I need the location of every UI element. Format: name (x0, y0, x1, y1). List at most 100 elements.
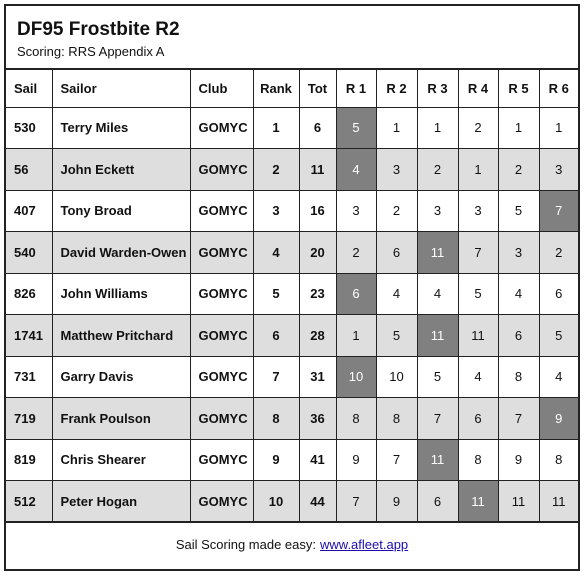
club-cell: GOMYC (189, 106, 254, 149)
race-score: 6 (497, 314, 540, 357)
rank-cell: 2 (252, 148, 300, 191)
sailor-cell: Terry Miles (51, 106, 191, 149)
table-header-row: Sail Sailor Club Rank Tot R 1 R 2 R 3 R … (6, 70, 578, 108)
sail-cell: 407 (6, 189, 53, 232)
race-score: 7 (416, 397, 459, 440)
race-score: 2 (416, 148, 459, 191)
rank-cell: 1 (252, 106, 300, 149)
race-score: 7 (457, 231, 499, 274)
race-score: 9 (497, 438, 540, 481)
column-header-sail: Sail (6, 70, 53, 108)
total-cell: 11 (298, 148, 337, 191)
sailor-cell: Chris Shearer (51, 438, 191, 481)
sail-cell: 540 (6, 231, 53, 274)
total-cell: 31 (298, 355, 337, 398)
sail-cell: 1741 (6, 314, 53, 357)
race-score: 2 (497, 148, 540, 191)
sail-cell: 512 (6, 480, 53, 523)
race-score: 11 (457, 314, 499, 357)
club-cell: GOMYC (189, 189, 254, 232)
race-score: 3 (457, 189, 499, 232)
race-score: 5 (457, 272, 499, 315)
column-header-sailor: Sailor (51, 70, 191, 108)
race-score: 3 (375, 148, 418, 191)
total-cell: 6 (298, 106, 337, 149)
afleet-link[interactable]: www.afleet.app (320, 536, 409, 552)
sailor-cell: Garry Davis (51, 355, 191, 398)
column-header-race-1: R 1 (335, 70, 377, 108)
column-header-race-4: R 4 (457, 70, 499, 108)
race-score: 8 (497, 355, 540, 398)
club-cell: GOMYC (189, 314, 254, 357)
race-score: 6 (457, 397, 499, 440)
scoring-system: Scoring: RRS Appendix A (17, 44, 165, 59)
race-score: 4 (497, 272, 540, 315)
race-score: 8 (375, 397, 418, 440)
race-score-discarded: 9 (538, 397, 578, 440)
column-header-club: Club (189, 70, 254, 108)
race-score: 2 (375, 189, 418, 232)
race-score-discarded: 7 (538, 189, 578, 232)
race-score: 4 (538, 355, 578, 398)
race-score: 2 (538, 231, 578, 274)
total-cell: 44 (298, 480, 337, 523)
total-cell: 23 (298, 272, 337, 315)
race-score: 3 (335, 189, 377, 232)
rank-cell: 8 (252, 397, 300, 440)
column-header-race-2: R 2 (375, 70, 418, 108)
race-score-discarded: 11 (416, 438, 459, 481)
sailor-cell: John Eckett (51, 148, 191, 191)
rank-cell: 5 (252, 272, 300, 315)
column-header-total: Tot (298, 70, 337, 108)
sail-cell: 56 (6, 148, 53, 191)
club-cell: GOMYC (189, 231, 254, 274)
race-score: 7 (497, 397, 540, 440)
total-cell: 36 (298, 397, 337, 440)
race-score-discarded: 5 (335, 106, 377, 149)
race-score: 1 (457, 148, 499, 191)
rank-cell: 6 (252, 314, 300, 357)
race-score: 2 (457, 106, 499, 149)
race-score: 8 (335, 397, 377, 440)
race-score: 9 (335, 438, 377, 481)
race-score: 2 (335, 231, 377, 274)
column-header-race-3: R 3 (416, 70, 459, 108)
race-score-discarded: 11 (416, 231, 459, 274)
total-cell: 28 (298, 314, 337, 357)
rank-cell: 4 (252, 231, 300, 274)
race-score-discarded: 4 (335, 148, 377, 191)
table-row: 826 John Williams GOMYC 5 23 6 4 4 5 4 6 (6, 272, 578, 315)
club-cell: GOMYC (189, 397, 254, 440)
table-row: 1741 Matthew Pritchard GOMYC 6 28 1 5 11 11 6 5 (6, 314, 578, 357)
race-score: 5 (497, 189, 540, 232)
sail-cell: 819 (6, 438, 53, 481)
page-title: DF95 Frostbite R2 (17, 19, 180, 40)
race-score: 3 (538, 148, 578, 191)
race-score-discarded: 6 (335, 272, 377, 315)
race-score: 11 (497, 480, 540, 523)
table-row: 731 Garry Davis GOMYC 7 31 10 10 5 4 8 4 (6, 355, 578, 398)
sailor-cell: David Warden-Owen (51, 231, 191, 274)
sail-cell: 826 (6, 272, 53, 315)
results-header: DF95 Frostbite R2 Scoring: RRS Appendix … (6, 6, 578, 70)
race-score: 5 (416, 355, 459, 398)
sail-cell: 731 (6, 355, 53, 398)
footer-text: Sail Scoring made easy: (175, 536, 316, 552)
race-score: 5 (375, 314, 418, 357)
sail-cell: 530 (6, 106, 53, 149)
race-score: 4 (416, 272, 459, 315)
race-score: 1 (375, 106, 418, 149)
results-table: Sail Sailor Club Rank Tot R 1 R 2 R 3 R … (6, 70, 578, 523)
sailor-cell: Frank Poulson (51, 397, 191, 440)
race-score: 3 (497, 231, 540, 274)
sail-cell: 719 (6, 397, 53, 440)
race-score: 1 (416, 106, 459, 149)
results-body: 530 Terry Miles GOMYC 1 6 5 1 1 2 1 1 56 John Eckett… (6, 106, 578, 523)
total-cell: 20 (298, 231, 337, 274)
sailor-cell: Tony Broad (51, 189, 191, 232)
race-score: 1 (335, 314, 377, 357)
race-score: 11 (538, 480, 578, 523)
table-row: 719 Frank Poulson GOMYC 8 36 8 8 7 6 7 9 (6, 397, 578, 440)
total-cell: 16 (298, 189, 337, 232)
race-score: 5 (538, 314, 578, 357)
